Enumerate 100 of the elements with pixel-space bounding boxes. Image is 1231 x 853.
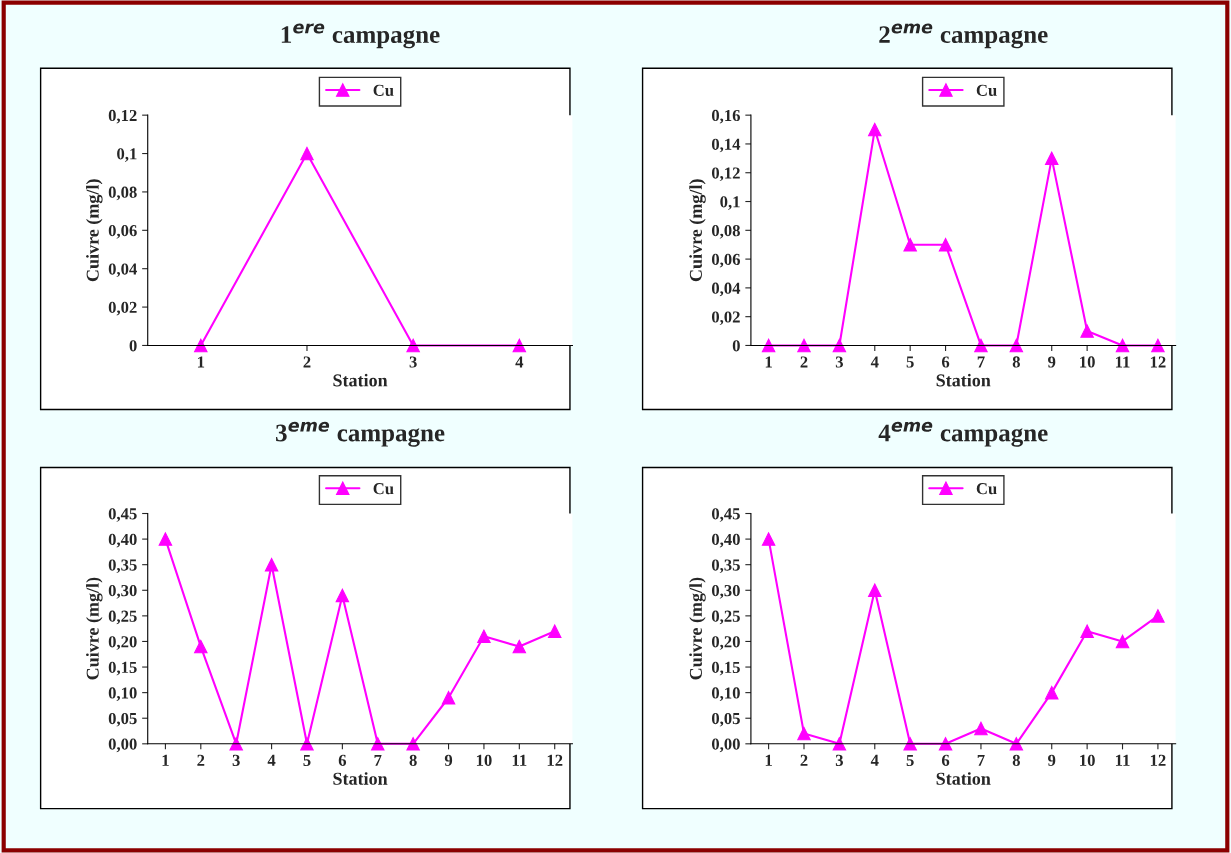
point xyxy=(300,737,314,751)
point xyxy=(832,737,847,751)
point xyxy=(1044,685,1059,700)
y-tick-label: 0,04 xyxy=(711,282,741,297)
legend-label: Cu xyxy=(373,483,394,495)
y-tick-label: 0 xyxy=(129,340,137,352)
legend-label: Cu xyxy=(373,84,394,96)
legend-label: Cu xyxy=(976,84,997,96)
x-tick-label: 10 xyxy=(1080,356,1095,368)
chart-title: 1$^{ere}$ campagne xyxy=(281,23,440,49)
x-tick-label: 10 xyxy=(1080,754,1095,766)
point xyxy=(797,338,811,353)
x-tick-label: 2 xyxy=(303,356,311,368)
x-tick-label: 2 xyxy=(197,754,205,766)
y-tick-label: 0,40 xyxy=(108,533,137,548)
point xyxy=(1115,634,1130,649)
x-tick-label: 3 xyxy=(835,754,843,766)
x-axis-title: Station xyxy=(936,772,991,785)
x-tick-label: 4 xyxy=(267,754,276,766)
y-tick-label: 0,06 xyxy=(108,225,137,239)
y-tick-label: 0,45 xyxy=(108,508,137,522)
y-tick-label: 0,25 xyxy=(108,610,137,625)
point xyxy=(547,624,562,638)
y-axis-title: Cuivre (mg/l) xyxy=(689,179,706,282)
point xyxy=(797,726,811,741)
point xyxy=(974,721,988,736)
x-tick-label: 6 xyxy=(338,754,347,766)
point xyxy=(761,532,776,546)
y-tick-label: 0,15 xyxy=(711,661,740,676)
y-tick-label: 0,1 xyxy=(117,148,137,162)
y-tick-label: 0,25 xyxy=(711,610,740,625)
y-tick-label: 0,10 xyxy=(711,687,740,701)
y-tick-label: 0,20 xyxy=(108,636,137,650)
x-tick-label: 8 xyxy=(409,754,417,766)
x-tick-label: 3 xyxy=(409,356,417,368)
point xyxy=(441,690,456,705)
point xyxy=(974,338,988,353)
y-tick-label: 0,16 xyxy=(711,109,741,124)
x-tick-label: 5 xyxy=(303,754,311,766)
x-tick-label: 11 xyxy=(1115,356,1130,368)
point xyxy=(477,629,491,644)
point xyxy=(229,737,243,751)
x-tick-label: 8 xyxy=(1012,754,1020,766)
x-tick-label: 7 xyxy=(374,754,382,766)
point xyxy=(1115,338,1130,353)
point xyxy=(335,588,350,603)
x-tick-label: 7 xyxy=(977,754,985,766)
point xyxy=(868,122,882,137)
x-tick-label: 3 xyxy=(232,754,240,766)
y-tick-label: 0,02 xyxy=(711,311,740,326)
point xyxy=(406,737,420,751)
chart-title: 4$^{eme}$ campagne xyxy=(878,421,1048,447)
y-tick-label: 0,08 xyxy=(711,225,740,239)
x-tick-label: 12 xyxy=(1150,754,1166,766)
point xyxy=(903,737,917,751)
x-tick-label: 7 xyxy=(977,356,985,368)
legend-label: Cu xyxy=(976,483,997,495)
point xyxy=(370,737,385,751)
point xyxy=(1044,151,1059,166)
x-tick-label: 5 xyxy=(906,754,914,766)
point xyxy=(1009,338,1024,353)
x-tick-label: 1 xyxy=(162,754,169,766)
y-tick-label: 0,1 xyxy=(720,196,740,210)
point xyxy=(868,583,882,598)
point xyxy=(1009,737,1024,751)
y-tick-label: 0,00 xyxy=(711,738,740,753)
y-tick-label: 0,45 xyxy=(711,508,740,522)
chart-title: 2$^{eme}$ campagne xyxy=(879,23,1048,49)
x-tick-label: 4 xyxy=(870,356,879,368)
x-tick-label: 1 xyxy=(765,754,772,766)
x-tick-label: 12 xyxy=(1150,356,1166,368)
x-tick-label: 1 xyxy=(765,356,772,368)
y-tick-label: 0,00 xyxy=(108,738,137,753)
y-tick-label: 0,35 xyxy=(711,559,740,574)
point xyxy=(938,737,953,751)
y-tick-label: 0,30 xyxy=(108,584,137,599)
y-tick-label: 0,06 xyxy=(711,253,741,268)
x-tick-label: 5 xyxy=(906,356,914,368)
point xyxy=(1151,338,1165,353)
y-tick-label: 0,20 xyxy=(711,636,740,650)
x-tick-label: 9 xyxy=(444,754,453,766)
x-axis-title: Station xyxy=(936,373,991,387)
x-tick-label: 6 xyxy=(941,754,950,766)
y-tick-label: 0,10 xyxy=(108,687,137,701)
point xyxy=(512,639,527,654)
y-tick-label: 0,30 xyxy=(711,584,740,599)
y-tick-label: 0,05 xyxy=(711,712,740,727)
y-tick-label: 0,12 xyxy=(108,109,137,124)
point xyxy=(264,557,279,572)
y-axis-title: Cuivre (mg/l) xyxy=(86,179,103,282)
x-tick-label: 4 xyxy=(515,356,524,368)
point xyxy=(832,338,847,353)
x-tick-label: 8 xyxy=(1012,356,1020,368)
y-tick-label: 0,15 xyxy=(108,661,137,676)
x-axis-title: Station xyxy=(333,373,388,387)
point xyxy=(903,237,917,252)
y-tick-label: 0,14 xyxy=(711,138,741,153)
y-tick-label: 0,04 xyxy=(108,263,137,278)
y-tick-label: 0,12 xyxy=(711,167,740,182)
x-tick-label: 2 xyxy=(800,754,808,766)
